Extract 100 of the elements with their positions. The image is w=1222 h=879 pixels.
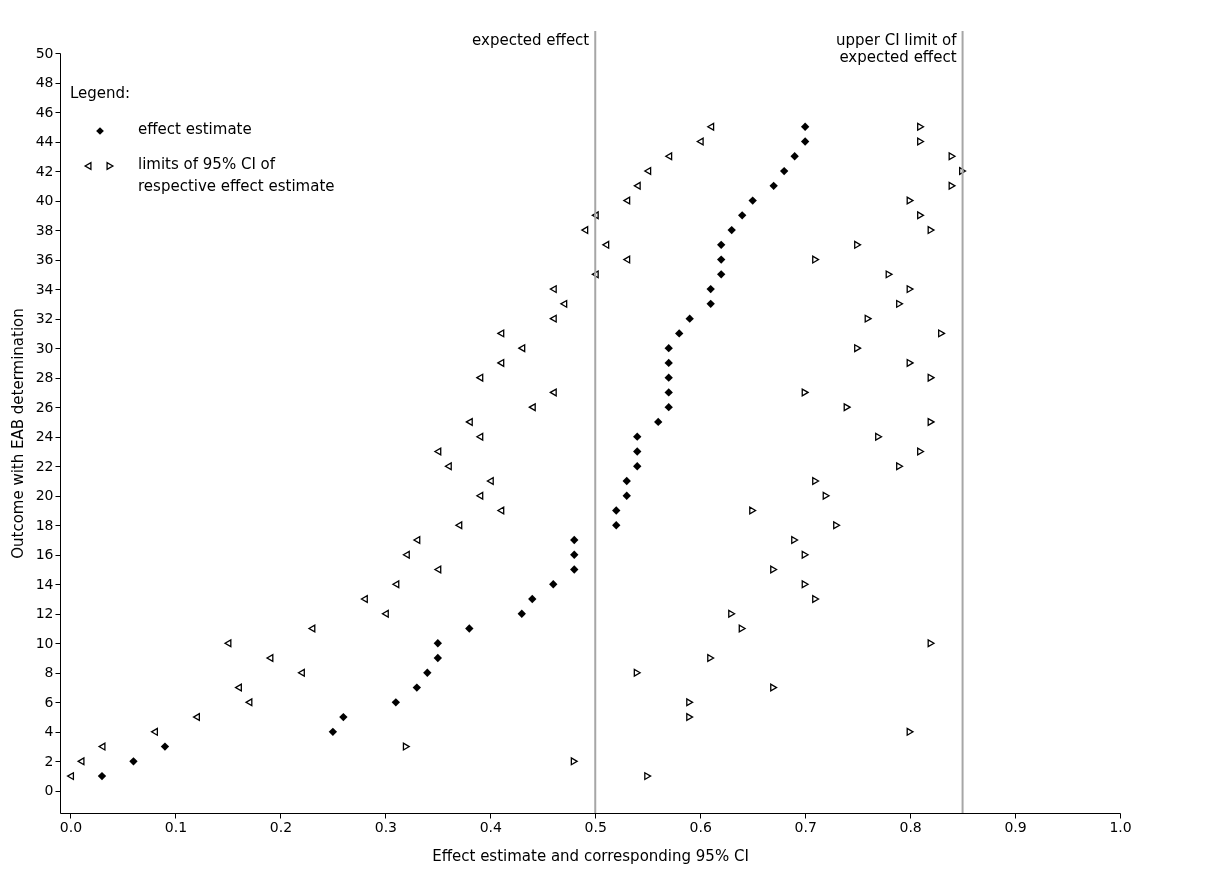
point — [444, 462, 452, 471]
point — [927, 639, 935, 648]
point — [622, 476, 631, 486]
point — [560, 299, 568, 308]
point — [549, 580, 558, 589]
point — [497, 329, 505, 338]
y-tick-label: 14 — [35, 575, 54, 592]
point — [959, 167, 967, 176]
point — [392, 580, 400, 589]
y-tick-label: 0 — [44, 782, 54, 799]
point — [738, 624, 746, 633]
point — [917, 447, 925, 456]
x-tick-label: 0.5 — [584, 818, 607, 835]
point — [224, 639, 232, 648]
point — [476, 491, 484, 500]
point — [570, 550, 579, 559]
point — [948, 152, 956, 161]
point — [665, 152, 673, 161]
point — [266, 654, 274, 663]
point — [948, 181, 956, 190]
y-tick-label: 36 — [35, 251, 54, 268]
point — [800, 122, 810, 131]
y-tick-label: 48 — [35, 74, 54, 91]
point — [812, 595, 820, 604]
point — [633, 432, 642, 441]
point — [664, 402, 673, 412]
point — [727, 225, 736, 235]
y-tick-label: 10 — [35, 634, 54, 651]
y-tick-label: 28 — [35, 369, 54, 386]
point — [696, 137, 704, 146]
x-tick-label: 1.0 — [1109, 818, 1132, 835]
point — [339, 712, 348, 722]
legend-label: effect estimate — [138, 120, 252, 138]
y-tick-label: 18 — [35, 516, 54, 533]
point — [245, 698, 253, 707]
point — [497, 506, 505, 515]
point — [465, 624, 474, 633]
y-tick-label: 26 — [35, 398, 54, 415]
point — [160, 742, 170, 751]
point — [591, 211, 599, 220]
ref-line-label: upper CI limit of expected effect — [835, 31, 958, 66]
point — [612, 521, 621, 530]
y-tick-label: 38 — [35, 221, 54, 238]
point — [623, 255, 631, 264]
point — [843, 403, 851, 412]
point — [570, 565, 579, 574]
point — [455, 521, 463, 530]
point — [769, 181, 778, 190]
point — [854, 240, 862, 249]
point — [738, 211, 747, 220]
point — [402, 742, 410, 751]
point — [717, 270, 726, 279]
point — [612, 506, 621, 515]
point — [381, 609, 389, 618]
x-tick-label: 0.1 — [164, 818, 188, 835]
point — [707, 654, 715, 663]
point — [664, 343, 673, 353]
point — [297, 668, 305, 677]
point — [854, 344, 862, 353]
point — [433, 639, 442, 648]
point — [77, 757, 85, 766]
point — [633, 668, 641, 677]
point — [528, 594, 537, 604]
point — [549, 285, 557, 294]
point — [917, 122, 925, 131]
x-tick-label: 0.0 — [59, 818, 83, 835]
y-tick-label: 20 — [35, 487, 54, 504]
x-tick-label: 0.6 — [689, 818, 712, 835]
ref-line-label: expected effect — [472, 31, 590, 49]
y-tick-label: 8 — [44, 664, 54, 681]
point — [906, 285, 914, 294]
point — [770, 683, 778, 692]
point — [476, 432, 484, 441]
point — [728, 609, 736, 618]
point — [465, 417, 473, 426]
y-tick-label: 34 — [35, 280, 54, 297]
point — [927, 226, 935, 235]
point — [707, 122, 715, 131]
point — [433, 653, 442, 663]
point — [801, 550, 809, 559]
y-axis-title: Outcome with EAB determination — [8, 308, 27, 559]
x-tick-label: 0.9 — [1004, 818, 1027, 835]
point — [391, 698, 401, 707]
y-tick-label: 50 — [35, 44, 54, 61]
y-tick-label: 32 — [35, 310, 54, 327]
x-tick-label: 0.2 — [269, 818, 293, 835]
y-tick-label: 42 — [35, 162, 54, 179]
point — [664, 388, 673, 397]
point — [906, 358, 914, 367]
point — [633, 447, 642, 456]
point — [633, 181, 641, 190]
point — [328, 727, 338, 737]
point — [581, 226, 589, 235]
point — [570, 535, 579, 545]
point — [476, 373, 484, 382]
point — [549, 314, 557, 323]
point — [570, 757, 578, 766]
point — [938, 329, 946, 338]
y-tick-label: 12 — [35, 605, 54, 622]
point — [549, 388, 557, 397]
